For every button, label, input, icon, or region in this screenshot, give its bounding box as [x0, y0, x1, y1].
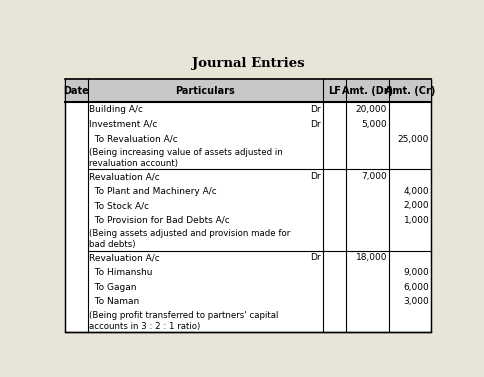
- Text: Revaluation A/c: Revaluation A/c: [90, 253, 160, 262]
- Text: 1,000: 1,000: [404, 216, 429, 225]
- Text: Dr: Dr: [311, 105, 321, 114]
- Text: To Provision for Bad Debts A/c: To Provision for Bad Debts A/c: [90, 216, 230, 225]
- Text: Particulars: Particulars: [175, 86, 235, 95]
- Text: (Being increasing value of assets adjusted in
revaluation account): (Being increasing value of assets adjust…: [90, 148, 283, 168]
- Text: (Being assets adjusted and provision made for
bad debts): (Being assets adjusted and provision mad…: [90, 229, 290, 249]
- Text: 20,000: 20,000: [356, 105, 387, 114]
- Text: (Being profit transferred to partners' capital
accounts in 3 : 2 : 1 ratio): (Being profit transferred to partners' c…: [90, 311, 279, 331]
- Text: 6,000: 6,000: [404, 283, 429, 292]
- Text: Journal Entries: Journal Entries: [192, 57, 304, 70]
- Text: 9,000: 9,000: [404, 268, 429, 277]
- Text: To Himanshu: To Himanshu: [90, 268, 153, 277]
- Text: Amt. (Cr): Amt. (Cr): [385, 86, 435, 95]
- Text: LF: LF: [328, 86, 341, 95]
- Text: To Revaluation A/c: To Revaluation A/c: [90, 135, 178, 144]
- Text: 5,000: 5,000: [362, 120, 387, 129]
- Text: 7,000: 7,000: [362, 172, 387, 181]
- Text: 25,000: 25,000: [398, 135, 429, 144]
- Text: 3,000: 3,000: [404, 297, 429, 307]
- Text: Investment A/c: Investment A/c: [90, 120, 158, 129]
- Text: Building A/c: Building A/c: [90, 105, 143, 114]
- Text: To Plant and Machinery A/c: To Plant and Machinery A/c: [90, 187, 217, 196]
- Text: 2,000: 2,000: [404, 201, 429, 210]
- Text: To Stock A/c: To Stock A/c: [90, 201, 150, 210]
- Text: 4,000: 4,000: [404, 187, 429, 196]
- Text: Revaluation A/c: Revaluation A/c: [90, 172, 160, 181]
- Text: To Naman: To Naman: [90, 297, 139, 307]
- Text: To Gagan: To Gagan: [90, 283, 137, 292]
- Text: Dr: Dr: [311, 120, 321, 129]
- Text: 18,000: 18,000: [356, 253, 387, 262]
- Bar: [65, 79, 431, 103]
- Text: Dr: Dr: [311, 253, 321, 262]
- Bar: [65, 79, 431, 332]
- Text: Dr: Dr: [311, 172, 321, 181]
- Text: Date: Date: [63, 86, 89, 95]
- Text: Amt. (Dr): Amt. (Dr): [342, 86, 393, 95]
